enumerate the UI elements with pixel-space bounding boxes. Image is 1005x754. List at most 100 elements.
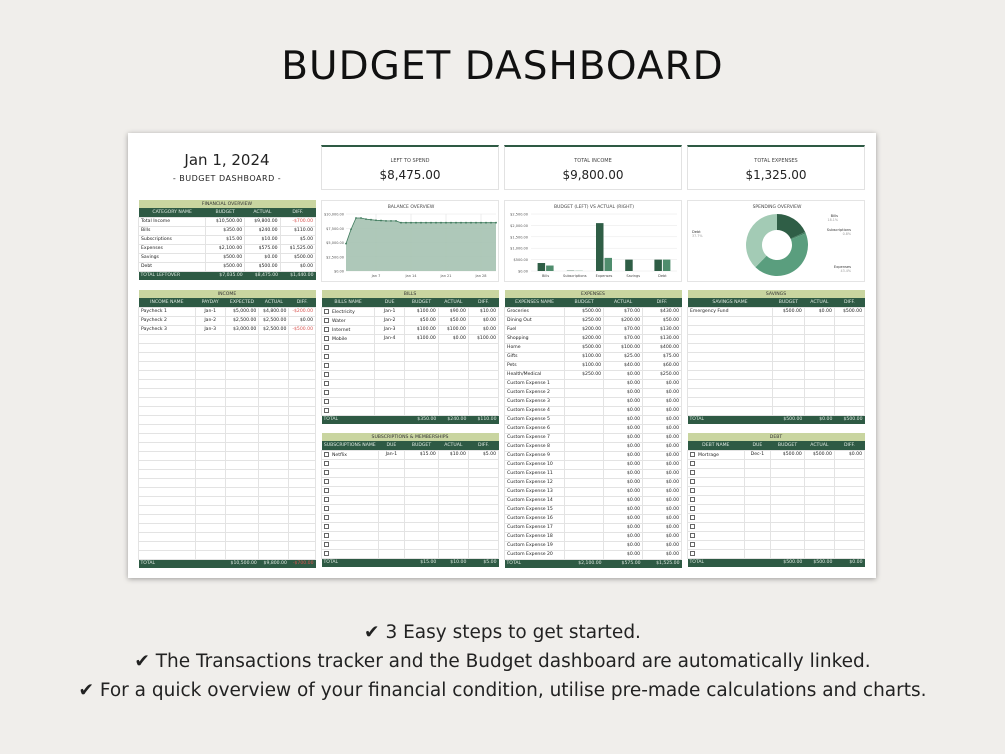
empty-row	[320, 378, 500, 389]
slice-label: Subscriptions	[827, 228, 851, 232]
checkbox[interactable]	[324, 308, 329, 314]
column-header: PAYDAY	[195, 298, 226, 307]
empty-row	[138, 450, 316, 461]
checkbox[interactable]	[690, 487, 695, 493]
checkbox[interactable]	[324, 451, 329, 457]
total-row: TOTAL $500.00 $0.00 $500.00	[687, 415, 865, 424]
checkbox[interactable]	[324, 380, 329, 386]
subscriptions-table: SUBSCRIPTIONS & MEMBERSHIPS SUBSCRIPTIONS…	[321, 433, 500, 567]
checkbox[interactable]	[324, 362, 329, 368]
checkbox[interactable]	[690, 532, 695, 538]
checkbox[interactable]	[690, 451, 695, 457]
checkbox[interactable]	[324, 353, 329, 359]
debt-table: DEBT DEBT NAME DUE BUDGET ACTUAL DIFF. Mortrag…	[687, 433, 866, 567]
table-cell: Custom Expense 14	[503, 495, 566, 506]
checkbox[interactable]	[324, 371, 329, 377]
total-cell: TOTAL	[321, 558, 379, 567]
checkbox[interactable]	[324, 505, 329, 511]
checkbox[interactable]	[324, 478, 329, 484]
table-cell: $10,500.00	[205, 216, 246, 227]
checkbox[interactable]	[324, 532, 329, 538]
checkbox[interactable]	[690, 469, 695, 475]
checkbox[interactable]	[324, 514, 329, 520]
checkbox[interactable]	[690, 505, 695, 511]
slice-expenses	[755, 233, 808, 276]
checkbox[interactable]	[324, 469, 329, 475]
table-cell: $0.00	[642, 459, 682, 470]
page-title: BUDGET DASHBOARD	[281, 44, 724, 89]
checkbox[interactable]	[690, 541, 695, 547]
table-cell: Custom Expense 7	[503, 432, 566, 443]
column-header: DIFF.	[288, 298, 316, 307]
x-tick-label: Jan 28	[475, 274, 487, 278]
checkbox[interactable]	[324, 317, 329, 323]
table-row: Bills $350.00 $240.00 $110.00	[137, 225, 317, 236]
checkbox[interactable]	[324, 389, 329, 395]
table-row: Custom Expense 11 $0.00 $0.00	[503, 468, 682, 479]
column-header: DIFF.	[834, 441, 865, 450]
table-cell: Expenses	[137, 243, 207, 254]
table-cell: $1,525.00	[279, 243, 317, 254]
table-cell: $130.00	[642, 324, 682, 335]
checkbox[interactable]	[690, 496, 695, 502]
checkbox[interactable]	[324, 344, 329, 350]
total-row: TOTAL LEFTOVER $7,035.00 $8,475.00 $1,440.0…	[138, 271, 316, 280]
table-cell: $0.00	[288, 315, 316, 326]
checkbox[interactable]	[324, 326, 329, 332]
empty-row	[138, 522, 316, 533]
table-cell: Mobile	[320, 333, 376, 344]
slice-percent: 18.1%	[828, 218, 838, 222]
data-point	[400, 221, 402, 224]
column-header: SUBSCRIPTIONS NAME	[321, 441, 379, 450]
checkbox[interactable]	[324, 496, 329, 502]
x-tick-label: Subscriptions	[563, 274, 587, 278]
total-income-card: TOTAL INCOME $9,800.00	[504, 145, 682, 190]
table-cell: $500.00	[205, 261, 246, 272]
total-cell: -$700.00	[288, 559, 316, 568]
total-cell: $7,035.00	[205, 271, 245, 280]
empty-row	[687, 360, 866, 371]
table-cell: $200.00	[564, 333, 605, 344]
y-tick-label: $1,000.00	[510, 247, 528, 251]
checkbox[interactable]	[324, 523, 329, 529]
x-tick-label: Debt	[658, 274, 667, 278]
checkbox[interactable]	[324, 541, 329, 547]
checkbox[interactable]	[690, 550, 695, 556]
table-cell: $575.00	[244, 243, 281, 254]
column-header: SAVINGS NAME	[687, 298, 773, 307]
table-cell: $0.00	[642, 387, 682, 398]
table-title: SAVINGS	[687, 290, 865, 298]
data-point	[380, 219, 382, 222]
checkbox[interactable]	[324, 407, 329, 413]
table-row: Total Income $10,500.00 $9,800.00 -$700.00	[137, 216, 317, 227]
empty-row	[138, 414, 316, 425]
checkbox[interactable]	[690, 514, 695, 520]
checkbox[interactable]	[324, 460, 329, 466]
checkbox[interactable]	[690, 478, 695, 484]
table-row: Custom Expense 13 $0.00 $0.00	[503, 486, 682, 497]
bar-savings-budget	[625, 259, 633, 271]
total-cell: TOTAL	[687, 558, 745, 567]
table-row: Mortrage Dec-1 $500.00 $500.00 $0.00	[687, 449, 866, 460]
column-header: ACTUAL	[438, 298, 469, 307]
total-cell	[378, 558, 405, 567]
total-cell: $9,800.00	[258, 559, 289, 568]
checkbox[interactable]	[324, 487, 329, 493]
empty-row	[321, 458, 500, 469]
checkbox[interactable]	[324, 550, 329, 556]
table-cell: Fuel	[503, 324, 566, 335]
check-icon: ✔	[134, 651, 150, 672]
checkbox[interactable]	[324, 398, 329, 404]
table-cell: $240.00	[244, 225, 281, 236]
table-row: Health/Medical $250.00 $0.00 $250.00	[503, 369, 682, 380]
checkbox[interactable]	[690, 523, 695, 529]
table-cell: $250.00	[564, 369, 605, 380]
column-header: BUDGET	[772, 298, 805, 307]
checkbox[interactable]	[690, 460, 695, 466]
bar-bills-actual	[546, 265, 554, 271]
card-value: $1,325.00	[745, 168, 807, 182]
checkbox[interactable]	[324, 335, 329, 341]
column-header: EXPENSES NAME	[504, 298, 565, 307]
data-point	[370, 218, 372, 221]
table-cell: $0.00	[642, 531, 682, 542]
